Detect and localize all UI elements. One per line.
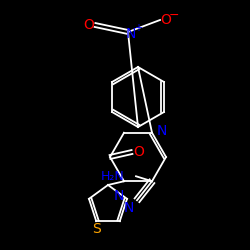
Text: N: N bbox=[114, 189, 124, 203]
Text: O: O bbox=[134, 145, 144, 159]
Text: +: + bbox=[134, 23, 142, 33]
Text: N: N bbox=[126, 27, 136, 41]
Text: O: O bbox=[160, 13, 172, 27]
Text: −: − bbox=[169, 8, 179, 22]
Text: N: N bbox=[157, 124, 167, 138]
Text: O: O bbox=[84, 18, 94, 32]
Text: N: N bbox=[124, 201, 134, 215]
Text: H₂N: H₂N bbox=[100, 170, 124, 183]
Text: S: S bbox=[92, 222, 100, 236]
